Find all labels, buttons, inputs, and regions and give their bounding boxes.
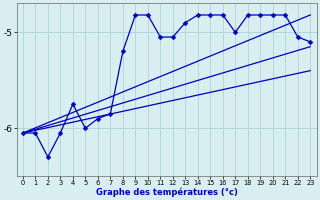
X-axis label: Graphe des températures (°c): Graphe des températures (°c) <box>96 187 237 197</box>
